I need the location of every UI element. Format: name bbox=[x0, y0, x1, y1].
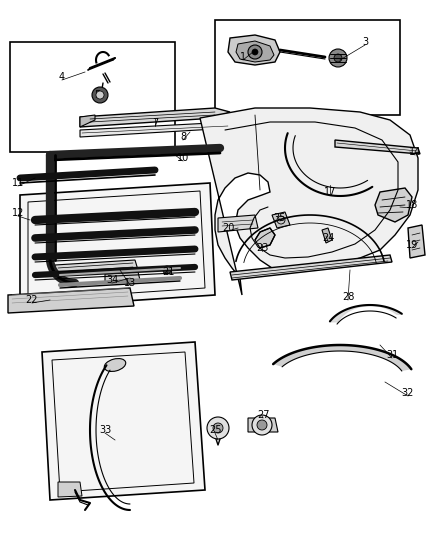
Polygon shape bbox=[200, 108, 418, 295]
Polygon shape bbox=[105, 272, 140, 282]
Text: 8: 8 bbox=[180, 132, 186, 142]
Text: 3: 3 bbox=[362, 37, 368, 47]
Circle shape bbox=[92, 87, 108, 103]
Polygon shape bbox=[408, 225, 425, 258]
Text: 31: 31 bbox=[386, 350, 398, 360]
Text: 13: 13 bbox=[124, 278, 136, 288]
Circle shape bbox=[163, 266, 171, 274]
Text: 32: 32 bbox=[402, 388, 414, 398]
Polygon shape bbox=[80, 108, 230, 127]
Bar bbox=[10, 42, 175, 152]
Text: 4: 4 bbox=[59, 72, 65, 82]
Polygon shape bbox=[273, 345, 411, 371]
Circle shape bbox=[329, 49, 347, 67]
Text: 34: 34 bbox=[106, 275, 118, 285]
Text: 22: 22 bbox=[26, 295, 38, 305]
Circle shape bbox=[96, 91, 104, 99]
Polygon shape bbox=[80, 115, 95, 127]
Text: 24: 24 bbox=[322, 233, 334, 243]
Polygon shape bbox=[58, 482, 82, 497]
Polygon shape bbox=[52, 352, 194, 492]
Polygon shape bbox=[255, 228, 275, 248]
Ellipse shape bbox=[104, 359, 126, 372]
Polygon shape bbox=[248, 418, 278, 432]
Circle shape bbox=[252, 49, 258, 55]
Circle shape bbox=[334, 54, 342, 62]
Circle shape bbox=[252, 415, 272, 435]
Text: 11: 11 bbox=[12, 178, 24, 188]
Circle shape bbox=[248, 45, 262, 59]
Text: 18: 18 bbox=[406, 200, 418, 210]
Polygon shape bbox=[55, 260, 138, 275]
Text: 17: 17 bbox=[324, 187, 336, 197]
Circle shape bbox=[207, 417, 229, 439]
Text: 12: 12 bbox=[12, 208, 24, 218]
Polygon shape bbox=[218, 215, 258, 232]
Text: 21: 21 bbox=[162, 267, 174, 277]
Text: 10: 10 bbox=[177, 153, 189, 163]
Text: 28: 28 bbox=[342, 292, 354, 302]
Text: 14: 14 bbox=[409, 147, 421, 157]
Text: 19: 19 bbox=[406, 240, 418, 250]
Polygon shape bbox=[42, 342, 205, 500]
Polygon shape bbox=[20, 183, 215, 308]
Polygon shape bbox=[272, 212, 290, 228]
Polygon shape bbox=[28, 191, 205, 300]
Text: 23: 23 bbox=[256, 243, 268, 253]
Polygon shape bbox=[230, 255, 392, 280]
Text: 5: 5 bbox=[94, 90, 100, 100]
Polygon shape bbox=[228, 35, 280, 65]
Polygon shape bbox=[236, 41, 274, 62]
Polygon shape bbox=[8, 288, 134, 313]
Circle shape bbox=[257, 420, 267, 430]
Polygon shape bbox=[322, 228, 332, 243]
Bar bbox=[215, 20, 400, 115]
Circle shape bbox=[213, 423, 223, 433]
Text: 27: 27 bbox=[257, 410, 269, 420]
Polygon shape bbox=[80, 122, 232, 137]
Polygon shape bbox=[335, 140, 420, 154]
Text: 33: 33 bbox=[99, 425, 111, 435]
Polygon shape bbox=[375, 188, 412, 222]
Text: 7: 7 bbox=[152, 118, 158, 128]
Text: 35: 35 bbox=[274, 213, 286, 223]
Text: 1: 1 bbox=[240, 52, 246, 62]
Text: 20: 20 bbox=[222, 223, 234, 233]
Text: 25: 25 bbox=[209, 425, 221, 435]
